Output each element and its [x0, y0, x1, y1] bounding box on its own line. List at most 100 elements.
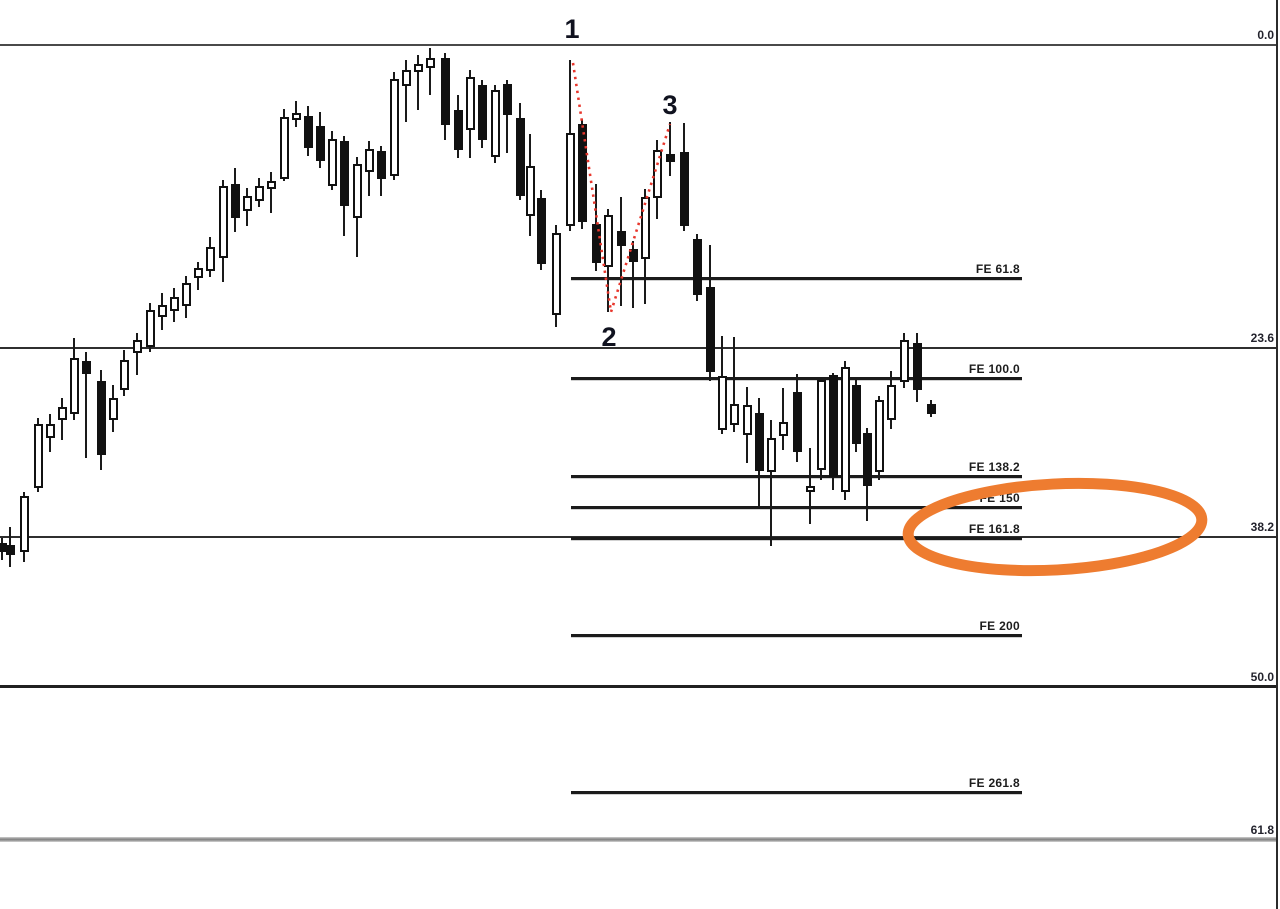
candle-body [266, 181, 276, 189]
fib-extension-line [571, 634, 1022, 637]
fib-retracement-label: 23.6 [1250, 331, 1274, 345]
fib-extension-line [571, 277, 1022, 280]
fib-extension-line [571, 506, 1022, 509]
candle-body [551, 233, 561, 315]
candle-body [413, 64, 423, 72]
swing-point-label: 1 [564, 14, 580, 44]
candle-body [33, 424, 43, 488]
candle-body [218, 186, 228, 258]
fib-extension-label: FE 100.0 [968, 362, 1020, 376]
candle-body [717, 376, 727, 430]
candle-body [679, 152, 689, 226]
candle-body [327, 139, 337, 186]
candle-body [628, 249, 638, 262]
candle-body [577, 124, 587, 222]
candle-body [376, 151, 386, 179]
fib-retracement-label: 61.8 [1250, 823, 1274, 837]
candle-body [119, 360, 129, 390]
candle-wick [405, 60, 407, 122]
candle-body [477, 85, 487, 140]
fib-retracement-line [0, 837, 1277, 842]
candle-body [490, 90, 500, 157]
candle-body [603, 215, 613, 267]
candle-body [279, 117, 289, 179]
candle-wick [136, 333, 138, 375]
fib-retracement-line [0, 685, 1277, 688]
candle-body [389, 79, 399, 176]
candle-body [352, 164, 362, 218]
price-axis-line [1276, 0, 1278, 909]
candle-body [315, 126, 325, 161]
fib-retracement-label: 50.0 [1250, 670, 1274, 684]
candle-wick [270, 172, 272, 213]
candle-body [181, 283, 191, 306]
candle-body [778, 422, 788, 436]
candle-body [254, 186, 264, 201]
candle-body [766, 438, 776, 472]
candle-body [886, 385, 896, 420]
candle-body [874, 400, 884, 472]
candle-body [230, 184, 240, 218]
fib-extension-label: FE 61.8 [975, 262, 1020, 276]
candle-body [339, 141, 349, 206]
candle-body [364, 149, 374, 172]
fib-retracement-label: 38.2 [1250, 520, 1274, 534]
fib-extension-label: FE 200 [979, 619, 1020, 633]
candle-body [616, 231, 626, 246]
candle-body [729, 404, 739, 425]
candle-body [652, 150, 662, 198]
candle-wick [770, 420, 772, 546]
fib-extension-line [571, 537, 1022, 540]
candle-body [828, 375, 838, 477]
candle-body [515, 118, 525, 196]
candle-body [205, 247, 215, 271]
candle-wick [733, 337, 735, 432]
candle-body [926, 404, 936, 414]
fib-extension-label: FE 261.8 [968, 776, 1020, 790]
candle-body [440, 58, 450, 125]
fib-retracement-label: 0.0 [1257, 28, 1274, 42]
candle-body [912, 343, 922, 390]
candle-body [81, 361, 91, 374]
candle-body [692, 239, 702, 295]
candle-body [754, 413, 764, 471]
candle-body [525, 166, 535, 216]
candle-body [108, 398, 118, 420]
fib-extension-label: FE 161.8 [968, 522, 1020, 536]
candle-body [303, 116, 313, 148]
candle-body [805, 486, 815, 492]
fib-extension-label: FE 150 [979, 491, 1020, 505]
candle-body [242, 196, 252, 211]
candle-body [69, 358, 79, 414]
fib-retracement-line [0, 347, 1277, 349]
candle-body [816, 380, 826, 470]
candle-body [742, 405, 752, 435]
candle-body [291, 113, 301, 120]
candle-body [19, 496, 29, 552]
candle-wick [417, 55, 419, 110]
candle-body [453, 110, 463, 150]
candle-body [169, 297, 179, 311]
candle-body [640, 197, 650, 259]
fib-extension-line [571, 475, 1022, 478]
candle-body [5, 545, 15, 555]
candle-body [536, 198, 546, 264]
candle-body [665, 154, 675, 162]
candle-wick [429, 48, 431, 95]
candle-wick [782, 388, 784, 450]
candle-body [157, 305, 167, 317]
candle-body [899, 340, 909, 382]
candle-body [502, 84, 512, 115]
candle-body [851, 385, 861, 444]
candle-wick [85, 352, 87, 458]
candle-body [57, 407, 67, 420]
candle-body [193, 268, 203, 278]
candle-body [45, 424, 55, 438]
candle-body [591, 224, 601, 263]
candle-wick [669, 122, 671, 176]
candle-body [96, 381, 106, 455]
candle-body [465, 77, 475, 130]
